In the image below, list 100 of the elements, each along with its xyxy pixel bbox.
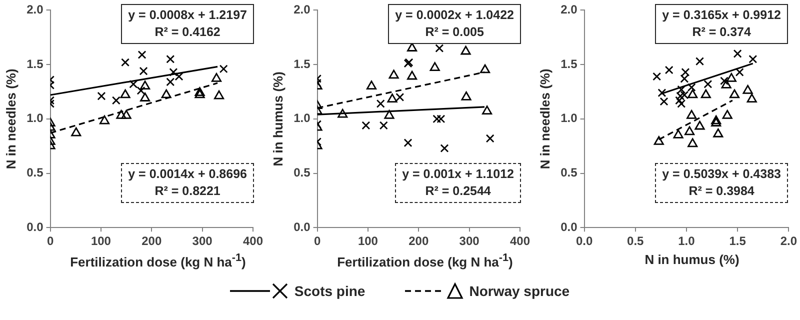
point <box>746 94 757 103</box>
point <box>396 92 404 102</box>
point <box>116 110 126 119</box>
point <box>140 92 150 102</box>
x-tick-label: 2.0 <box>780 234 798 248</box>
point <box>214 90 224 100</box>
y-tick-label: 1.5 <box>294 56 311 71</box>
point <box>194 89 205 98</box>
point <box>733 49 742 58</box>
point <box>161 89 172 98</box>
x-tick-label: 0.0 <box>576 234 593 248</box>
point <box>211 72 222 82</box>
y-tick-label: 1.0 <box>560 111 578 126</box>
point <box>726 72 736 82</box>
point <box>404 138 412 148</box>
x-tick-label: 0 <box>46 234 54 248</box>
y-tick-label: 2.0 <box>560 2 578 17</box>
y-tick-label: 0.5 <box>294 166 311 180</box>
x-tick-label: 0.5 <box>627 234 644 248</box>
annotation: y = 0.001x + 1.1012 R² = 0.2544 <box>395 163 521 203</box>
annotation: y = 0.0008x + 1.2197 R² = 0.4162 <box>121 4 254 44</box>
x-tick-label: 400 <box>242 234 264 248</box>
point <box>97 92 106 100</box>
point <box>711 118 722 126</box>
point <box>140 80 150 90</box>
annotation: y = 0.5039x + 0.4383 R² = 0.3984 <box>655 163 788 203</box>
point <box>376 99 385 108</box>
point <box>174 72 184 81</box>
point <box>166 78 175 86</box>
x-tick-label: 200 <box>142 234 162 248</box>
x-tick-label: 300 <box>459 234 480 248</box>
point <box>742 84 753 94</box>
point <box>680 90 689 100</box>
point <box>486 134 494 143</box>
point <box>120 89 130 98</box>
y-tick-label: 2.0 <box>294 2 311 17</box>
y-axis-title: N in needles (%) <box>537 68 552 170</box>
point <box>136 86 146 95</box>
x-tick-label: 400 <box>510 234 530 248</box>
point <box>700 89 711 98</box>
annotation: y = 0.0014x + 0.8696 R² = 0.8221 <box>121 163 254 203</box>
point <box>721 80 732 88</box>
y-tick-label: 1.0 <box>26 111 44 126</box>
point <box>388 70 399 79</box>
point <box>71 127 82 136</box>
point <box>436 114 446 124</box>
point <box>440 144 449 152</box>
y-axis-title: N in humus (%) <box>270 72 286 166</box>
point <box>729 89 740 98</box>
y-tick-label: 0.0 <box>26 220 44 234</box>
point <box>435 44 444 52</box>
point <box>722 110 732 119</box>
point <box>684 126 695 136</box>
point <box>99 115 110 124</box>
annotation: y = 0.3165x + 0.9912 R² = 0.374 <box>655 4 788 44</box>
x-tick-label: 0 <box>314 234 321 248</box>
point <box>362 121 370 130</box>
point <box>652 72 662 81</box>
point <box>482 106 492 114</box>
point <box>407 42 418 52</box>
y-axis-title: N in needles (%) <box>3 68 18 170</box>
legend-label: Scots pine <box>294 283 366 300</box>
y-tick-label: 0.5 <box>26 166 44 180</box>
y-tick-label: 0.0 <box>560 220 578 234</box>
point <box>688 138 698 148</box>
point <box>461 91 472 100</box>
point <box>673 130 684 138</box>
point <box>480 64 490 74</box>
point <box>654 136 664 145</box>
point <box>735 68 744 76</box>
point <box>686 110 697 119</box>
y-tick-label: 1.5 <box>26 56 44 71</box>
point <box>194 87 205 96</box>
point <box>748 54 758 64</box>
point <box>121 58 130 67</box>
point <box>711 115 722 124</box>
point <box>121 110 132 119</box>
point <box>138 50 146 60</box>
legend-label: Norway spruce <box>469 283 570 300</box>
point <box>694 120 705 130</box>
point <box>720 76 729 86</box>
point <box>366 80 377 90</box>
x-axis-title: N in humus (%) <box>644 252 740 267</box>
point <box>387 94 398 103</box>
point <box>664 66 674 74</box>
x-tick-label: 1.0 <box>678 234 696 248</box>
x-axis-title: Fertilization dose (kg N ha$^{-1}$) <box>336 252 514 270</box>
x-tick-label: 300 <box>192 234 213 248</box>
point <box>379 121 388 130</box>
point <box>688 89 698 98</box>
point <box>430 62 440 72</box>
point <box>407 70 418 80</box>
y-tick-label: 0.0 <box>294 220 311 234</box>
point <box>129 80 138 88</box>
point <box>166 54 175 64</box>
y-tick-label: 1.0 <box>294 111 311 126</box>
point <box>704 80 712 88</box>
point <box>384 110 394 119</box>
x-axis-title: Fertilization dose (kg N ha$^{-1}$) <box>69 252 247 270</box>
x-tick-label: 1.5 <box>729 234 746 248</box>
